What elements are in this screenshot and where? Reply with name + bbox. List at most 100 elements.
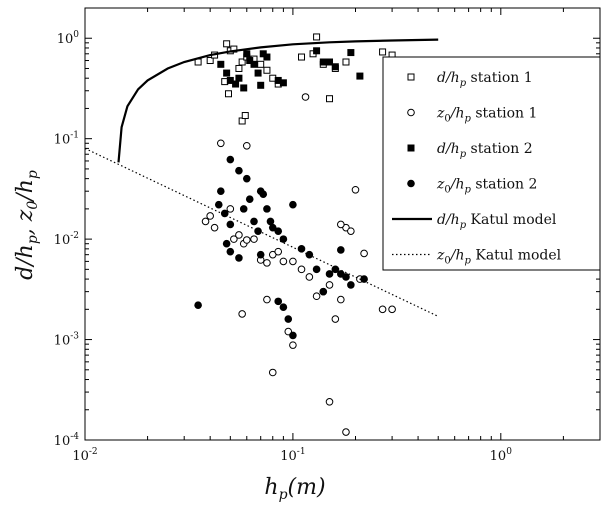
data-point-z-0-h-p-station-2 <box>319 287 328 296</box>
data-point-z-0-h-p-station-2 <box>214 200 223 209</box>
data-point-d-h-p-station-2 <box>263 53 271 61</box>
data-point-z-0-h-p-station-1 <box>279 257 288 266</box>
data-point-z-0-h-p-station-2 <box>226 247 235 256</box>
data-point-d-h-p-station-2 <box>226 76 234 84</box>
data-point-z-0-h-p-station-2 <box>226 155 235 164</box>
data-point-z-0-h-p-station-1 <box>331 315 340 323</box>
legend-label: z0/hp station 1 <box>436 106 537 125</box>
data-point-z-0-h-p-station-2 <box>297 245 306 253</box>
data-point-z-0-h-p-station-2 <box>256 250 265 259</box>
legend-marker <box>407 179 415 188</box>
data-point-z-0-h-p-station-2 <box>254 227 262 235</box>
data-point-d-h-p-station-1 <box>238 58 246 66</box>
data-point-z-0-h-p-station-1 <box>206 212 214 220</box>
data-point-z-0-h-p-station-1 <box>289 257 297 266</box>
legend-box <box>382 56 601 271</box>
data-point-z-0-h-p-station-1 <box>388 305 396 314</box>
data-point-z-0-h-p-station-2 <box>312 265 321 274</box>
data-point-z-0-h-p-station-1 <box>325 398 334 406</box>
data-point-z-0-h-p-station-2 <box>263 205 271 213</box>
y-tick-label: 10-1 <box>54 131 79 148</box>
data-point-d-h-p-station-1 <box>206 57 214 65</box>
legend-label: z0/hp Katul model <box>436 248 562 267</box>
data-point-z-0-h-p-station-1 <box>274 247 283 256</box>
data-point-z-0-h-p-station-2 <box>266 217 275 226</box>
data-point-z-0-h-p-station-1 <box>210 223 219 232</box>
data-point-z-0-h-p-station-1 <box>305 273 314 281</box>
data-point-d-h-p-station-1 <box>235 64 243 72</box>
data-point-z-0-h-p-station-2 <box>325 270 334 278</box>
legend-marker <box>407 108 415 117</box>
data-point-z-0-h-p-station-1 <box>201 217 210 226</box>
data-point-z-0-h-p-station-1 <box>226 205 235 213</box>
data-point-d-h-p-station-2 <box>254 69 262 77</box>
data-point-d-h-p-station-2 <box>250 60 258 68</box>
data-point-d-h-p-station-2 <box>240 84 248 92</box>
data-point-z-0-h-p-station-1 <box>301 93 310 101</box>
data-point-z-0-h-p-station-1 <box>263 259 271 267</box>
data-point-z-0-h-p-station-1 <box>238 310 246 318</box>
y-tick-label: 100 <box>57 30 80 47</box>
data-point-z-0-h-p-station-1 <box>312 292 321 301</box>
data-point-d-h-p-station-2 <box>274 76 282 84</box>
legend-entry: z0/hp Katul model <box>392 248 562 267</box>
data-point-z-0-h-p-station-2 <box>279 235 288 243</box>
legend-entry: z0/hp station 1 <box>407 106 537 125</box>
data-point-z-0-h-p-station-2 <box>360 275 368 283</box>
y-tick-label: 10-3 <box>54 332 80 349</box>
data-point-d-h-p-station-1 <box>379 48 387 56</box>
legend-entry: d/hp Katul model <box>392 212 557 231</box>
data-point-z-0-h-p-station-2 <box>226 220 235 229</box>
data-point-z-0-h-p-station-1 <box>337 220 345 229</box>
data-point-z-0-h-p-station-1 <box>325 281 334 289</box>
data-point-z-0-h-p-station-2 <box>331 265 340 274</box>
data-point-d-h-p-station-2 <box>279 79 287 87</box>
data-point-d-h-p-station-1 <box>223 40 231 48</box>
data-point-z-0-h-p-station-2 <box>235 254 243 262</box>
data-point-z-0-h-p-station-1 <box>250 235 258 243</box>
x-tick-label: 10-2 <box>72 447 97 464</box>
data-point-d-h-p-station-2 <box>313 47 321 55</box>
data-point-z-0-h-p-station-2 <box>250 217 258 226</box>
model-curve-z-0-h-p-katul-model <box>84 147 439 317</box>
data-point-d-h-p-station-1 <box>263 66 271 74</box>
data-point-d-h-p-station-2 <box>257 81 265 89</box>
data-point-z-0-h-p-station-2 <box>194 301 202 309</box>
data-point-d-h-p-station-2 <box>347 49 355 57</box>
data-point-z-0-h-p-station-2 <box>220 209 229 218</box>
legend-label: z0/hp station 2 <box>436 177 537 196</box>
data-point-d-h-p-station-2 <box>232 80 240 88</box>
legend-marker <box>407 144 415 152</box>
data-point-z-0-h-p-station-1 <box>242 141 251 150</box>
data-point-d-h-p-station-1 <box>298 53 306 61</box>
data-point-d-h-p-station-2 <box>326 58 334 66</box>
data-point-d-h-p-station-2 <box>243 50 251 58</box>
data-point-z-0-h-p-station-1 <box>217 139 225 148</box>
data-point-z-0-h-p-station-1 <box>289 341 297 349</box>
data-point-d-h-p-station-1 <box>313 33 321 41</box>
legend-entry: d/hp station 2 <box>407 141 533 160</box>
data-point-d-h-p-station-2 <box>259 50 267 58</box>
data-point-d-h-p-station-1 <box>224 90 232 98</box>
data-point-z-0-h-p-station-2 <box>217 187 225 195</box>
legend-entry: z0/hp station 2 <box>407 177 537 196</box>
data-point-d-h-p-station-2 <box>331 63 339 71</box>
data-point-z-0-h-p-station-1 <box>235 231 243 239</box>
data-point-d-h-p-station-2 <box>319 58 327 66</box>
y-tick-label: 10-2 <box>54 231 79 248</box>
data-point-z-0-h-p-station-2 <box>274 297 283 306</box>
data-point-z-0-h-p-station-1 <box>378 305 387 314</box>
data-point-z-0-h-p-station-1 <box>297 265 306 274</box>
x-tick-label: 10-1 <box>280 447 305 464</box>
data-point-d-h-p-station-1 <box>326 95 334 103</box>
model-curve-d-h-p-katul-model <box>117 38 439 163</box>
data-point-z-0-h-p-station-1 <box>337 295 345 304</box>
legend-label: d/hp station 2 <box>437 141 533 160</box>
data-point-z-0-h-p-station-2 <box>342 273 350 281</box>
data-point-z-0-h-p-station-1 <box>360 249 368 258</box>
data-point-z-0-h-p-station-2 <box>239 205 248 213</box>
legend-label: d/hp station 1 <box>437 70 533 89</box>
data-point-z-0-h-p-station-2 <box>284 315 293 323</box>
data-point-z-0-h-p-station-2 <box>268 223 277 232</box>
data-point-z-0-h-p-station-1 <box>263 295 271 304</box>
